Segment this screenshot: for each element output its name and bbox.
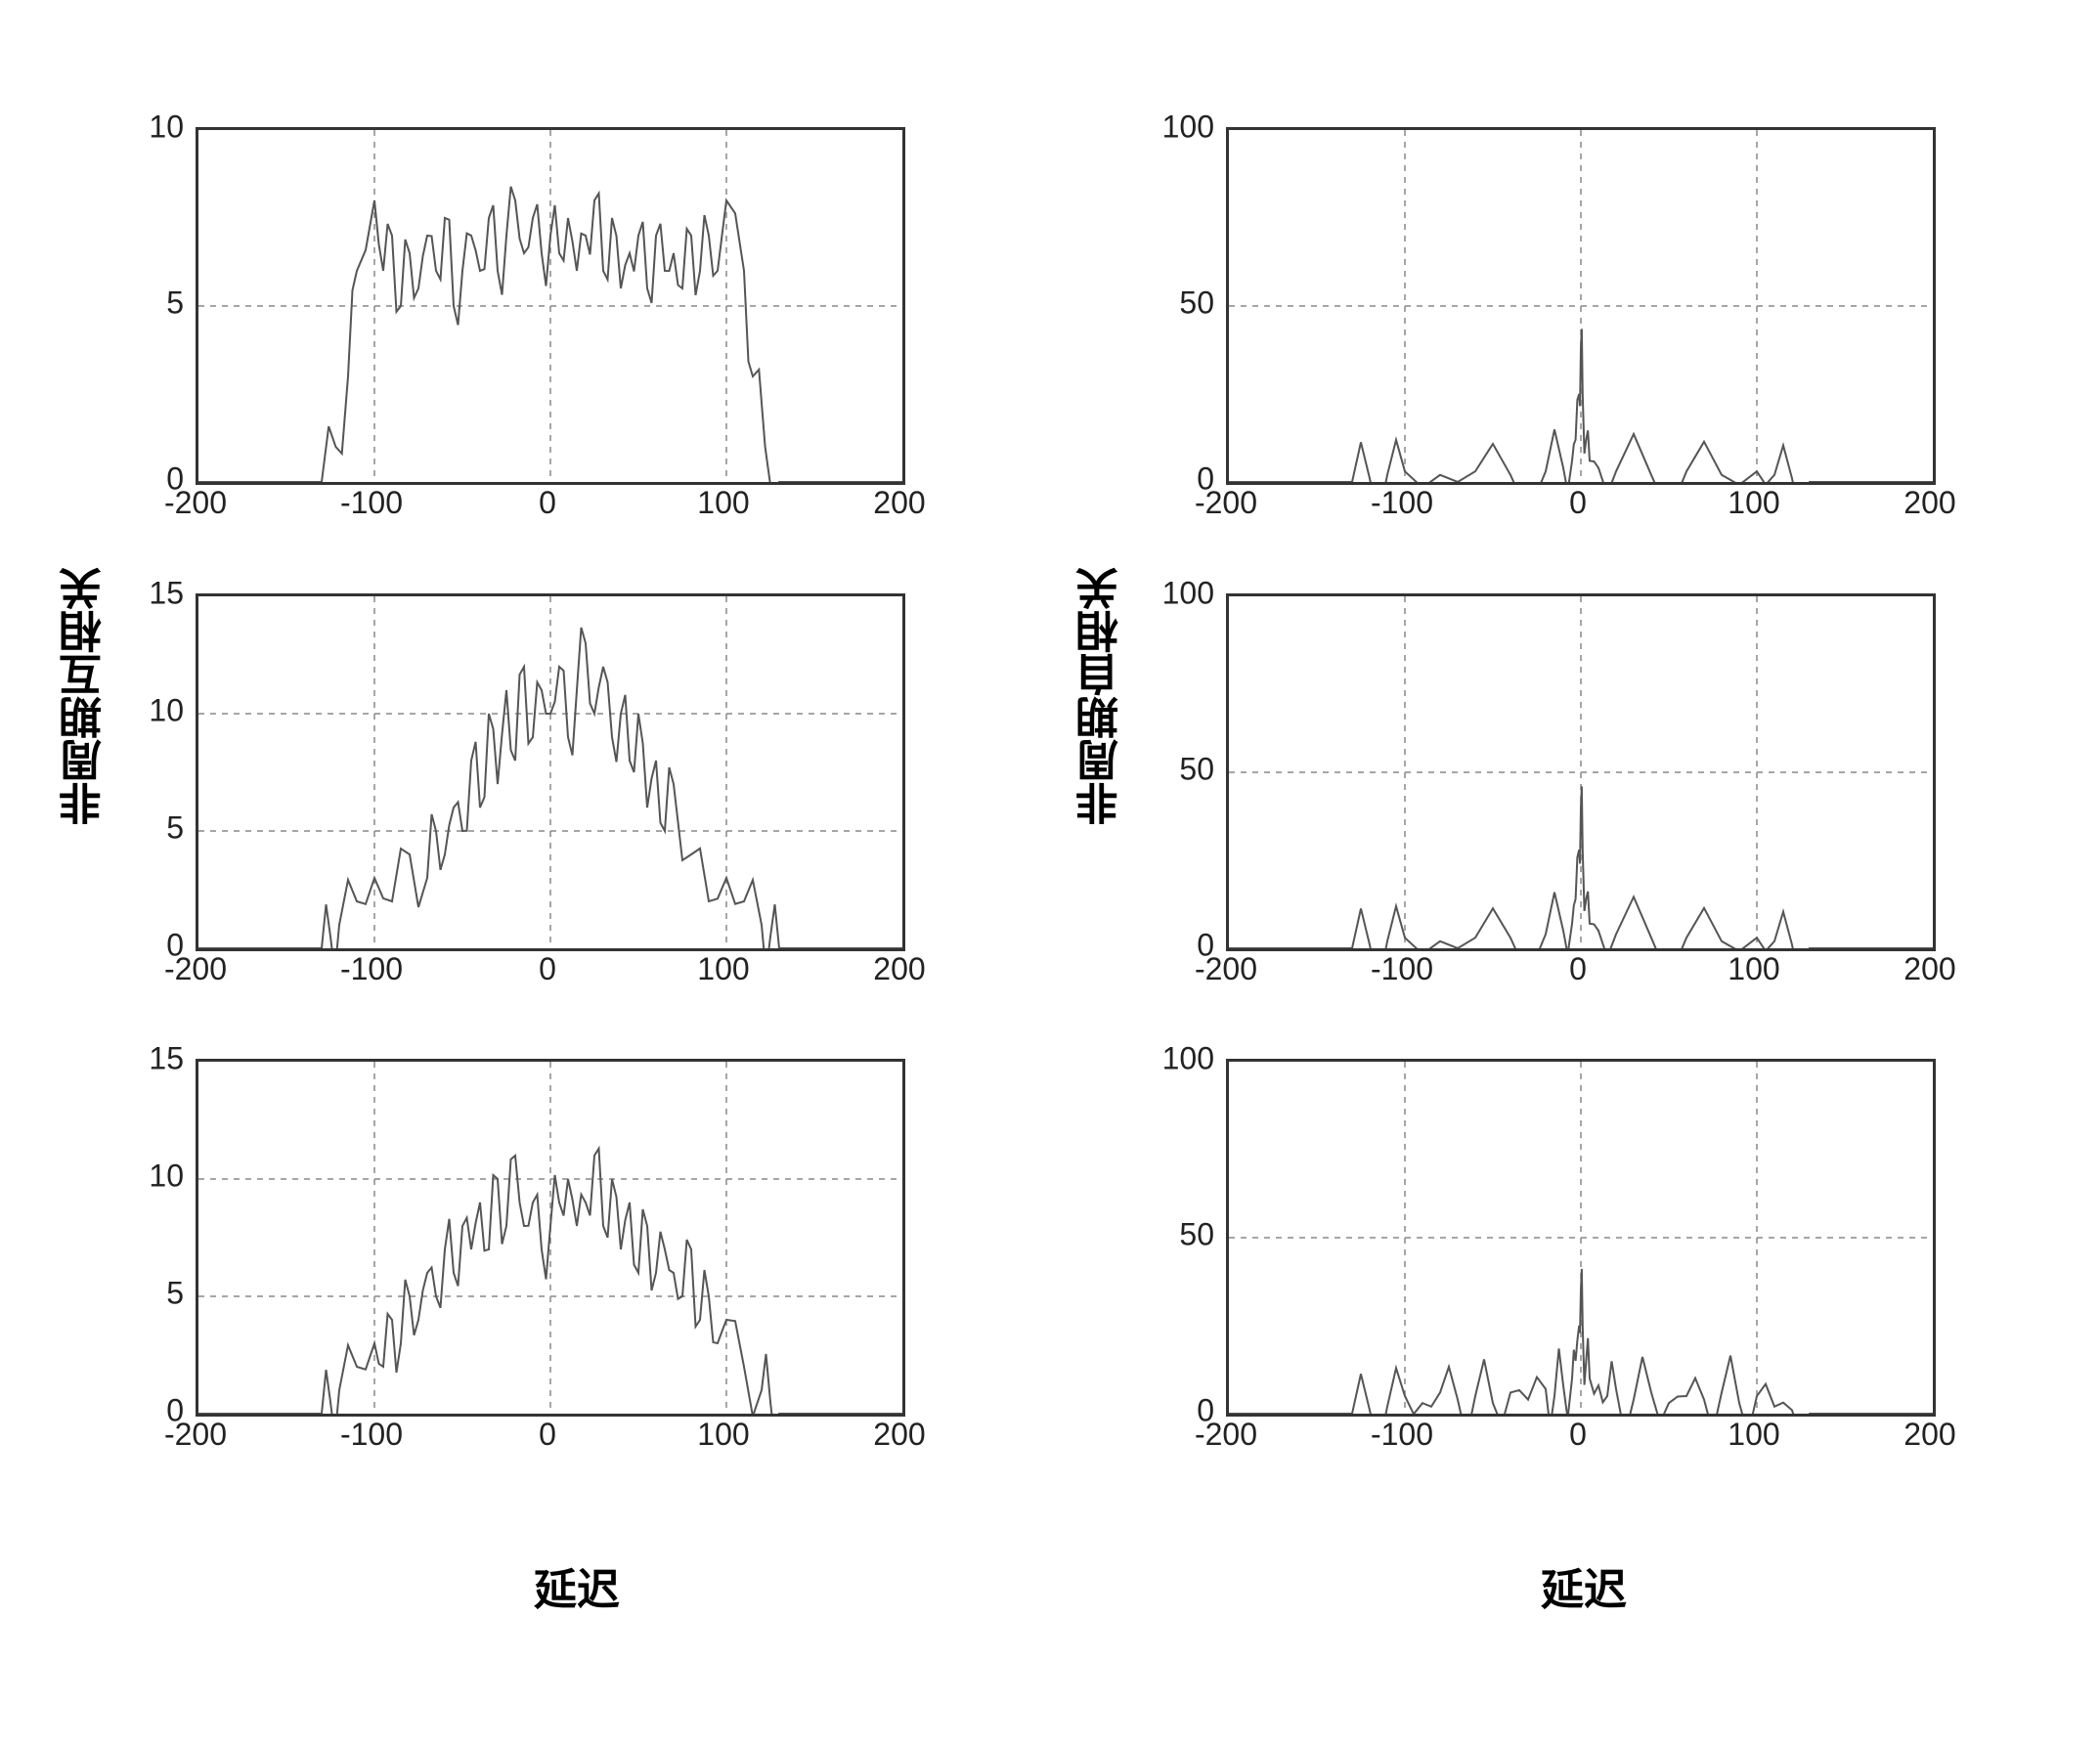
x-tick-label: 100 <box>697 951 749 987</box>
x-tick-label: 100 <box>697 1417 749 1453</box>
x-tick-label: -100 <box>340 1417 403 1453</box>
plot-area <box>1226 127 1936 485</box>
x-tick-label: 200 <box>873 485 925 521</box>
x-tick-label: 200 <box>1903 951 1955 987</box>
plot-svg <box>1229 1062 1933 1414</box>
plot-svg <box>1229 596 1933 948</box>
subplot-2-0: 051015-200-1000100200 <box>98 1049 972 1486</box>
right-x-axis-title: 延迟 <box>1541 1554 1627 1617</box>
x-tick-label: 100 <box>1728 1417 1779 1453</box>
x-tick-label: 0 <box>539 951 556 987</box>
x-tick-label: -200 <box>1195 1417 1257 1453</box>
x-tick-label: -100 <box>1371 485 1433 521</box>
plot-area <box>1226 1059 1936 1417</box>
figure-container: 非周期互相关 非周期自相关 0510-200-1000100200050100-… <box>0 0 2100 1748</box>
x-tick-label: 200 <box>1903 1417 1955 1453</box>
x-tick-label: -200 <box>164 485 227 521</box>
left-x-axis-title: 延迟 <box>534 1554 620 1617</box>
plot-svg <box>198 596 902 948</box>
subplot-0-1: 050100-200-1000100200 <box>1128 117 2002 554</box>
subplot-1-1: 050100-200-1000100200 <box>1128 584 2002 1021</box>
plot-area <box>1226 593 1936 951</box>
x-tick-label: 100 <box>1728 485 1779 521</box>
x-tick-label: -100 <box>1371 1417 1433 1453</box>
x-tick-label: 0 <box>539 485 556 521</box>
x-tick-label: 100 <box>1728 951 1779 987</box>
x-tick-label: 200 <box>873 951 925 987</box>
x-tick-label: -200 <box>1195 485 1257 521</box>
x-tick-label: -200 <box>1195 951 1257 987</box>
signal-trace <box>198 1149 902 1414</box>
x-tick-label: 0 <box>539 1417 556 1453</box>
x-tick-label: -100 <box>340 485 403 521</box>
plot-area <box>196 127 905 485</box>
x-tick-label: -100 <box>340 951 403 987</box>
plot-area <box>196 593 905 951</box>
x-tick-label: 0 <box>1569 1417 1587 1453</box>
plot-svg <box>198 130 902 482</box>
subplot-2-1: 050100-200-1000100200 <box>1128 1049 2002 1486</box>
subplot-grid: 0510-200-1000100200050100-200-1000100200… <box>98 117 2002 1486</box>
x-tick-label: -200 <box>164 951 227 987</box>
plot-svg <box>198 1062 902 1414</box>
x-tick-label: -100 <box>1371 951 1433 987</box>
x-tick-label: 0 <box>1569 951 1587 987</box>
plot-area <box>196 1059 905 1417</box>
x-tick-label: 200 <box>1903 485 1955 521</box>
subplot-1-0: 051015-200-1000100200 <box>98 584 972 1021</box>
right-column-ylabel: 非周期自相关 <box>1071 567 1133 825</box>
x-tick-label: 200 <box>873 1417 925 1453</box>
x-tick-label: -200 <box>164 1417 227 1453</box>
x-tick-label: 0 <box>1569 485 1587 521</box>
subplot-0-0: 0510-200-1000100200 <box>98 117 972 554</box>
plot-svg <box>1229 130 1933 482</box>
x-tick-label: 100 <box>697 485 749 521</box>
